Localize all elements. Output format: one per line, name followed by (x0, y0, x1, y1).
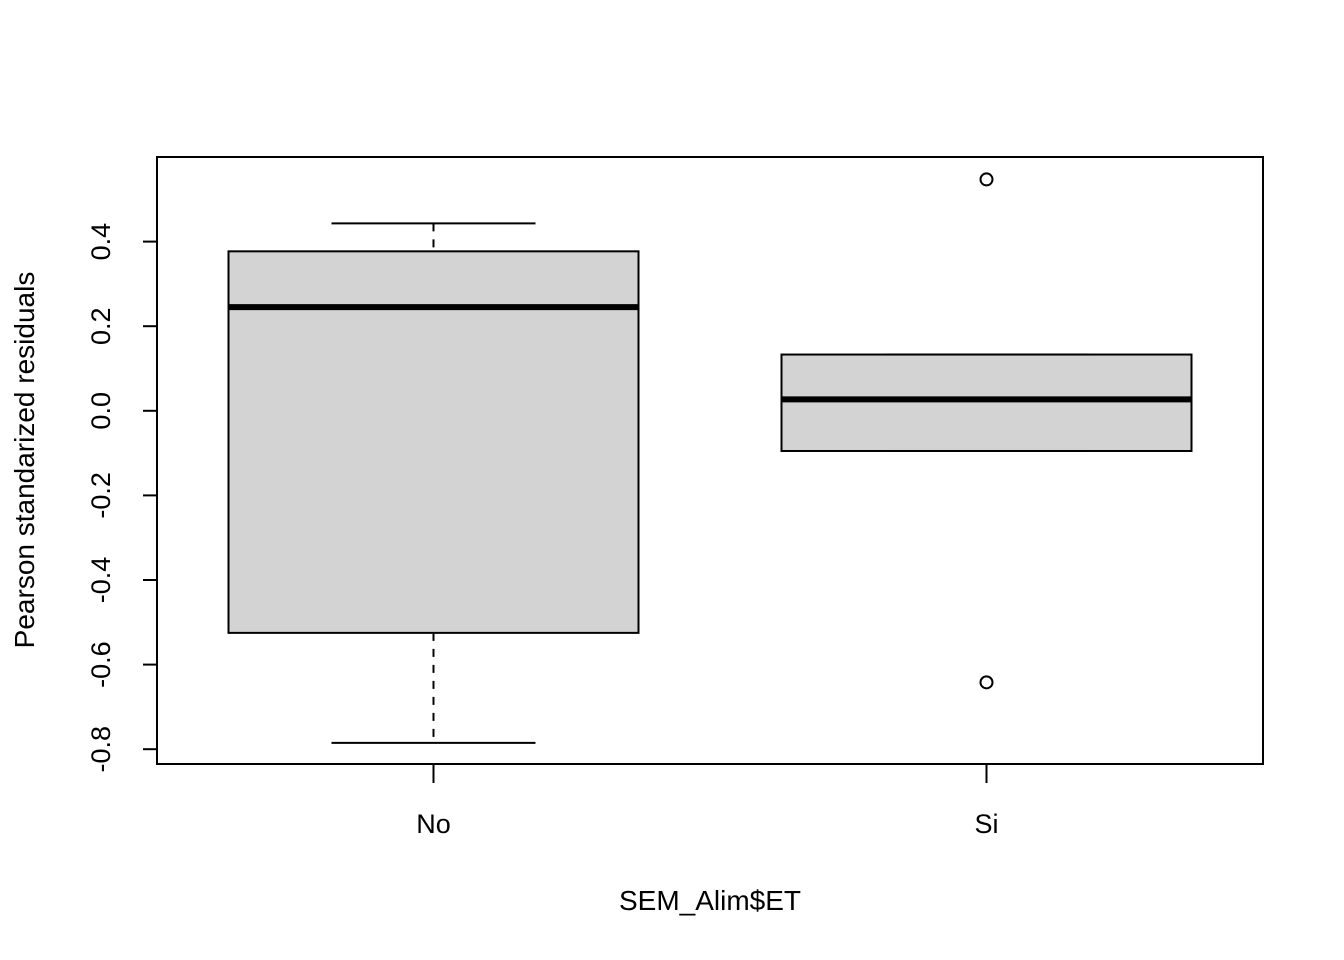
x-axis: No Si (416, 764, 999, 839)
y-tick-label: -0.2 (86, 472, 116, 519)
y-tick-label: 0.0 (86, 392, 116, 430)
y-axis-title: Pearson standarized residuals (9, 272, 40, 649)
x-tick-label: Si (974, 809, 998, 839)
boxes-layer (227, 172, 1193, 744)
box-no (227, 222, 640, 744)
box-si (780, 172, 1193, 690)
plot-frame (156, 156, 1264, 765)
outlier-point (979, 675, 994, 690)
y-tick-label: 0.2 (86, 307, 116, 345)
y-tick-label: -0.6 (86, 641, 116, 688)
y-tick-label: 0.4 (86, 223, 116, 261)
y-axis: -0.8 -0.6 -0.4 -0.2 0.0 0.2 0.4 (86, 223, 157, 773)
x-tick-label: No (416, 809, 451, 839)
outlier-point (979, 172, 994, 187)
iqr-box (227, 250, 640, 634)
y-tick-label: -0.8 (86, 726, 116, 773)
x-axis-title: SEM_Alim$ET (619, 885, 801, 916)
iqr-box (780, 353, 1193, 452)
y-tick-label: -0.4 (86, 557, 116, 604)
